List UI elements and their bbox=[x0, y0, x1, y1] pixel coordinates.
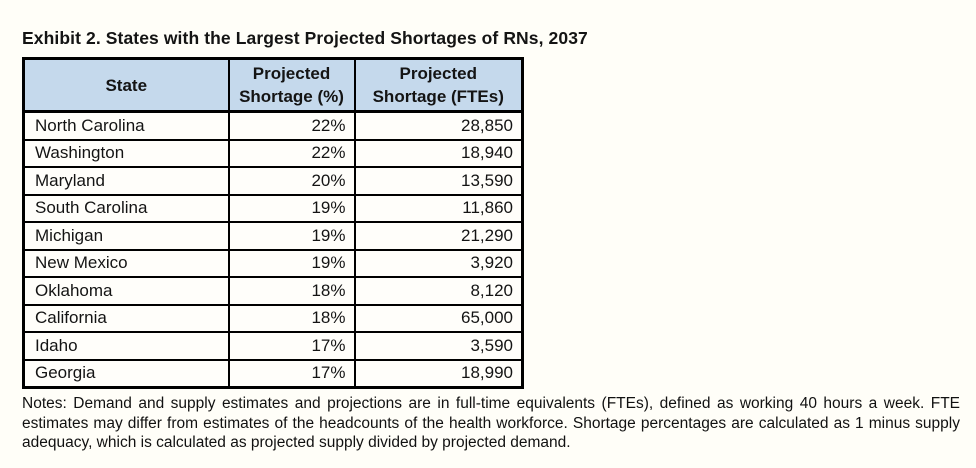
table-row: New Mexico 19% 3,920 bbox=[22, 248, 524, 278]
table-row: Washington 22% 18,940 bbox=[22, 138, 524, 168]
table-row: Maryland 20% 13,590 bbox=[22, 166, 524, 196]
cell-state: Maryland bbox=[22, 166, 230, 196]
table-row: North Carolina 22% 28,850 bbox=[22, 110, 524, 141]
cell-shortage-fte: 3,590 bbox=[353, 331, 524, 361]
cell-shortage-pct: 19% bbox=[227, 221, 356, 251]
cell-shortage-pct: 19% bbox=[227, 193, 356, 223]
table-row: South Carolina 19% 11,860 bbox=[22, 193, 524, 223]
cell-state: North Carolina bbox=[22, 110, 230, 141]
cell-shortage-pct: 18% bbox=[227, 303, 356, 333]
cell-state: New Mexico bbox=[22, 248, 230, 278]
column-header-fte-line2: Shortage (FTEs) bbox=[372, 87, 504, 106]
cell-state: Idaho bbox=[22, 331, 230, 361]
cell-shortage-pct: 22% bbox=[227, 110, 356, 141]
cell-shortage-pct: 22% bbox=[227, 138, 356, 168]
cell-shortage-fte: 28,850 bbox=[353, 110, 524, 141]
exhibit-title: Exhibit 2. States with the Largest Proje… bbox=[22, 28, 588, 48]
table-row: Georgia 17% 18,990 bbox=[22, 358, 524, 389]
table-row: California 18% 65,000 bbox=[22, 303, 524, 333]
cell-shortage-pct: 18% bbox=[227, 276, 356, 306]
cell-shortage-fte: 11,860 bbox=[353, 193, 524, 223]
column-header-fte-line1: Projected bbox=[399, 64, 477, 83]
cell-shortage-fte: 13,590 bbox=[353, 166, 524, 196]
column-header-pct-line2: Shortage (%) bbox=[239, 87, 344, 106]
column-header-pct-line1: Projected bbox=[252, 64, 331, 83]
cell-shortage-pct: 19% bbox=[227, 248, 356, 278]
cell-shortage-fte: 3,920 bbox=[353, 248, 524, 278]
table-header-row: State Projected Shortage (%) Projected S… bbox=[22, 57, 524, 113]
column-header-projected-shortage-pct: Projected Shortage (%) bbox=[227, 57, 356, 113]
cell-shortage-fte: 18,990 bbox=[353, 358, 524, 389]
cell-state: Georgia bbox=[22, 358, 230, 389]
cell-state: Oklahoma bbox=[22, 276, 230, 306]
cell-shortage-pct: 17% bbox=[227, 358, 356, 389]
cell-state: Michigan bbox=[22, 221, 230, 251]
notes-text: Notes: Demand and supply estimates and p… bbox=[22, 395, 960, 451]
cell-shortage-fte: 21,290 bbox=[353, 221, 524, 251]
cell-state: South Carolina bbox=[22, 193, 230, 223]
cell-shortage-pct: 20% bbox=[227, 166, 356, 196]
column-header-projected-shortage-fte: Projected Shortage (FTEs) bbox=[353, 57, 524, 113]
table-row: Oklahoma 18% 8,120 bbox=[22, 276, 524, 306]
rn-shortage-table: State Projected Shortage (%) Projected S… bbox=[22, 57, 524, 389]
cell-shortage-pct: 17% bbox=[227, 331, 356, 361]
cell-state: Washington bbox=[22, 138, 230, 168]
column-header-state: State bbox=[22, 57, 230, 113]
cell-state: California bbox=[22, 303, 230, 333]
cell-shortage-fte: 65,000 bbox=[353, 303, 524, 333]
column-header-state-label: State bbox=[105, 75, 148, 95]
cell-shortage-fte: 8,120 bbox=[353, 276, 524, 306]
cell-shortage-fte: 18,940 bbox=[353, 138, 524, 168]
table-row: Michigan 19% 21,290 bbox=[22, 221, 524, 251]
table-row: Idaho 17% 3,590 bbox=[22, 331, 524, 361]
